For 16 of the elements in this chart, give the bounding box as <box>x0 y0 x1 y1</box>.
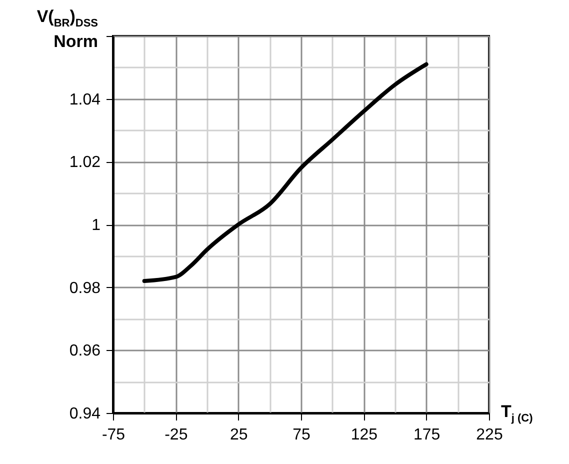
y-tick-label: 0.96 <box>69 342 101 360</box>
y-tick-label: 1.04 <box>69 91 101 108</box>
x-tick-label: -75 <box>102 426 126 444</box>
y-tick-label: 0.98 <box>69 280 101 297</box>
line-series <box>142 62 428 284</box>
x-tick-label: 25 <box>230 426 248 444</box>
y-tick-label: 1 <box>92 217 101 234</box>
x-tick-label: 175 <box>413 426 440 444</box>
x-tick-label: 225 <box>476 426 503 444</box>
y-tick-label: 0.94 <box>69 406 101 422</box>
x-tick-label: 125 <box>350 426 378 444</box>
y-tick-label: 1.02 <box>69 154 101 172</box>
x-tick-label: -25 <box>164 426 188 444</box>
x-tick-label: 75 <box>292 426 310 444</box>
x-axis-title: T$_{j (C)}$ <box>501 401 533 426</box>
y-axis-title: V($_{BR}$)$_{DSS}$ Norm <box>36 6 98 52</box>
